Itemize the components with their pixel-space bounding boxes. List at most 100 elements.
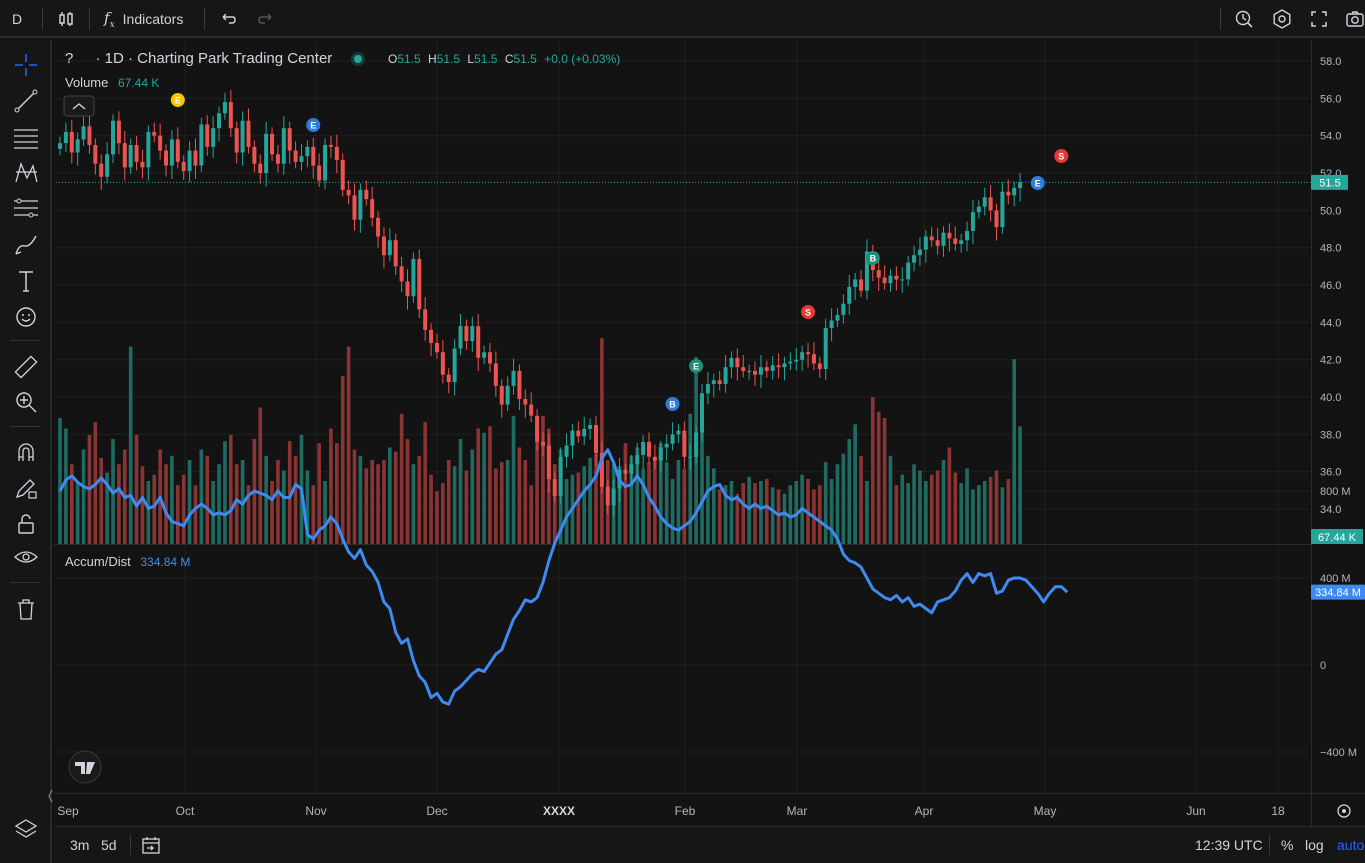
brush-tool[interactable] <box>12 231 40 259</box>
volume-bar <box>841 453 846 544</box>
fullscreen-button[interactable] <box>1309 0 1329 38</box>
candle-body <box>281 128 286 164</box>
ad-tick-label: 800 M <box>1320 486 1351 498</box>
event-marker <box>665 397 680 411</box>
tv-logo <box>68 750 102 784</box>
volume-bar <box>223 441 227 544</box>
candle-body <box>228 102 233 129</box>
volume-bar <box>246 485 251 544</box>
ad-label: Accum/Dist <box>65 554 131 569</box>
candle-body <box>770 365 775 371</box>
object-tree-button[interactable] <box>12 815 40 843</box>
volume-bar <box>924 481 928 544</box>
candle-body <box>122 143 127 168</box>
hide-drawings-tool[interactable] <box>12 543 40 571</box>
settings-button[interactable] <box>1271 0 1293 38</box>
volume-bar <box>311 485 316 544</box>
candle-body <box>511 370 516 386</box>
volume-bar <box>229 434 233 544</box>
volume-bar <box>482 432 486 544</box>
candle-body <box>458 326 463 349</box>
event-marker-label: S <box>1058 152 1064 162</box>
percent-scale-button[interactable]: % <box>1281 837 1294 853</box>
candle-body <box>829 320 834 328</box>
volume-bar <box>641 468 645 544</box>
lock-drawing-tool[interactable] <box>12 474 40 502</box>
volume-bar <box>629 455 634 544</box>
candle-body <box>405 281 410 297</box>
range-3m-button[interactable]: 3m <box>70 837 90 853</box>
alert-button[interactable] <box>1233 0 1255 38</box>
emoji-tool[interactable] <box>12 303 40 331</box>
volume-legend[interactable]: Volume 67.44 K <box>65 75 159 90</box>
volume-bar <box>653 460 657 544</box>
clock-button[interactable]: 12:39 UTC <box>1195 837 1263 853</box>
pattern-tool[interactable] <box>12 159 40 187</box>
event-marker-label: E <box>1035 179 1041 189</box>
crosshair-tool[interactable] <box>12 51 40 79</box>
indicators-button[interactable]: fx Indicators <box>104 8 184 30</box>
log-scale-button[interactable]: log <box>1305 837 1324 853</box>
candle-body <box>246 120 251 147</box>
candle-body <box>735 357 740 368</box>
alert-icon <box>1235 10 1253 28</box>
candle-body <box>158 135 163 151</box>
goto-date-button[interactable] <box>140 827 162 863</box>
candle-body <box>941 232 946 246</box>
fib-tool[interactable] <box>12 195 40 223</box>
magnet-tool[interactable] <box>12 438 40 466</box>
screenshot-button[interactable] <box>1345 0 1365 38</box>
volume-bar <box>741 483 746 544</box>
volume-bar <box>935 470 940 544</box>
volume-bar <box>700 426 704 544</box>
volume-bar <box>193 485 198 544</box>
candle-body <box>487 352 492 364</box>
zoom-tool[interactable] <box>12 388 40 416</box>
event-marker <box>170 93 185 107</box>
volume-bar <box>853 424 857 544</box>
lock-all-tool[interactable] <box>12 510 40 538</box>
collapse-pane-button[interactable] <box>63 95 95 117</box>
ad-tick-label: −400 M <box>1320 747 1357 759</box>
volume-bar <box>429 474 433 544</box>
volume-bar <box>293 455 298 544</box>
candle-body <box>387 240 392 256</box>
volume-bar <box>829 478 834 544</box>
candle-body <box>417 258 422 310</box>
candle-body <box>970 212 975 231</box>
time-axis-settings-button[interactable] <box>1337 804 1351 818</box>
chart-type-button[interactable] <box>56 0 76 38</box>
remove-drawings-tool[interactable] <box>12 595 40 623</box>
candle-body <box>635 454 640 465</box>
candle-body <box>700 393 705 433</box>
redo-button[interactable] <box>256 0 276 38</box>
symbol-legend[interactable]: ? · 1D · Charting Park Trading Center <box>65 50 363 67</box>
scroll-left-icon[interactable] <box>48 789 53 803</box>
measure-tool[interactable] <box>12 353 40 381</box>
ad-legend[interactable]: Accum/Dist 334.84 M <box>65 554 190 569</box>
candle-body <box>741 367 746 371</box>
trend-line-tool[interactable] <box>12 87 40 115</box>
volume-bar <box>912 464 916 544</box>
volume-bar <box>782 493 787 544</box>
volume-bar <box>859 455 863 544</box>
undo-button[interactable] <box>218 0 238 38</box>
event-marker-label: B <box>669 400 676 410</box>
text-tool[interactable] <box>12 267 40 295</box>
volume-bar <box>423 422 427 544</box>
camera-icon <box>1346 11 1364 27</box>
fx-icon: fx <box>104 8 115 30</box>
auto-scale-button[interactable]: auto <box>1337 837 1365 853</box>
event-marker-label: B <box>870 254 877 264</box>
symbol-button[interactable]: D <box>12 11 23 27</box>
volume-bar <box>217 464 221 544</box>
range-5d-button[interactable]: 5d <box>101 837 117 853</box>
candle-body <box>75 139 80 153</box>
horizontal-lines-tool[interactable] <box>12 123 40 151</box>
volume-bar <box>776 489 781 544</box>
candle-body <box>658 447 663 461</box>
candle-body <box>788 361 793 364</box>
event-marker-label: E <box>310 121 316 131</box>
candle-body <box>835 314 840 321</box>
